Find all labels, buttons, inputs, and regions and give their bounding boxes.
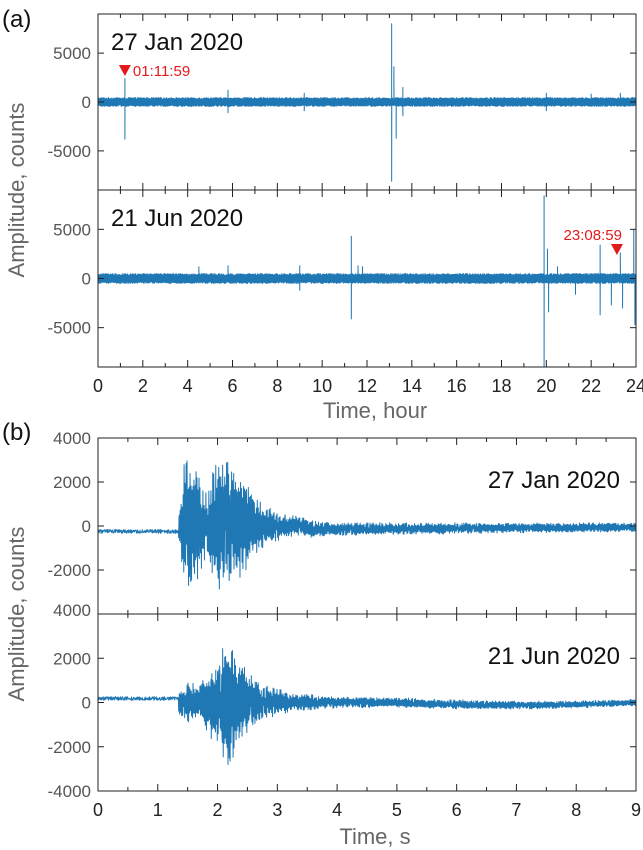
y-tick-label: 0 bbox=[82, 270, 91, 289]
y-tick-label: 0 bbox=[82, 517, 91, 536]
x-tick-label: 16 bbox=[447, 376, 467, 396]
y-tick-label: 5000 bbox=[53, 220, 91, 239]
x-tick-label: 0 bbox=[93, 376, 103, 396]
x-tick-label: 10 bbox=[312, 376, 332, 396]
x-tick-label: 7 bbox=[511, 800, 521, 820]
x-tick-label: 6 bbox=[452, 800, 462, 820]
subplot-1: 5000 0 -5000 27 Jan 2020 01:11:59 bbox=[48, 13, 637, 191]
y-tick-label: 0 bbox=[82, 93, 91, 112]
x-tick-label: 18 bbox=[491, 376, 511, 396]
panel-a: (a) 5000 0 -5000 27 Jan 2020 01:11:59 5000 0 -50… bbox=[2, 6, 643, 423]
x-tick-label: 4 bbox=[183, 376, 193, 396]
x-tick-label: 2 bbox=[138, 376, 148, 396]
x-axis-label: Time, hour bbox=[323, 398, 427, 423]
date-label: 27 Jan 2020 bbox=[111, 29, 243, 56]
panel-label: (a) bbox=[2, 6, 31, 33]
y-tick-label: 0 bbox=[82, 694, 91, 713]
x-axis-label: Time, s bbox=[339, 824, 410, 849]
x-tick-label: 6 bbox=[227, 376, 237, 396]
waveform-trace bbox=[97, 648, 637, 766]
date-label: 21 Jun 2020 bbox=[488, 643, 620, 670]
x-tick-label: 5 bbox=[392, 800, 402, 820]
waveform-trace bbox=[97, 23, 637, 182]
x-tick-label: 0 bbox=[93, 800, 103, 820]
x-tick-label: 20 bbox=[536, 376, 556, 396]
y-tick-label: 4000 bbox=[53, 429, 91, 448]
event-time-label: 23:08:59 bbox=[564, 227, 622, 244]
x-tick-label: 8 bbox=[571, 800, 581, 820]
x-tick-label: 14 bbox=[402, 376, 422, 396]
subplot-1: 4000 2000 0 -2000 4000 27 Jan 2020 bbox=[48, 429, 637, 620]
x-tick-label: 2 bbox=[213, 800, 223, 820]
y-tick-label: -5000 bbox=[48, 319, 91, 338]
y-tick-label: -2000 bbox=[48, 738, 91, 757]
x-tick-label: 1 bbox=[153, 800, 163, 820]
y-tick-label: -2000 bbox=[48, 561, 91, 580]
event-marker-triangle bbox=[118, 65, 131, 76]
y-tick-label: -5000 bbox=[48, 142, 91, 161]
y-axis-label: Amplitude, counts bbox=[4, 103, 29, 278]
event-time-label: 01:11:59 bbox=[133, 63, 190, 80]
waveform-trace bbox=[97, 195, 637, 368]
x-tick-label: 8 bbox=[272, 376, 282, 396]
y-tick-label: 2000 bbox=[53, 473, 91, 492]
y-tick-label: 4000 bbox=[53, 601, 91, 620]
subplot-2: 5000 0 -5000 21 Jun 2020 23:08:59 bbox=[48, 189, 637, 368]
x-tick-label: 12 bbox=[357, 376, 377, 396]
date-label: 27 Jan 2020 bbox=[488, 467, 620, 494]
x-tick-label: 9 bbox=[631, 800, 641, 820]
waveform-trace bbox=[97, 460, 637, 590]
y-axis-label: Amplitude, counts bbox=[4, 527, 29, 702]
x-tick-label: 22 bbox=[581, 376, 601, 396]
subplot-2: 2000 0 -2000 -4000 21 Jun 2020 bbox=[48, 613, 637, 801]
x-tick-label: 3 bbox=[272, 800, 282, 820]
x-tick-label: 4 bbox=[332, 800, 342, 820]
event-marker-triangle bbox=[610, 244, 623, 255]
date-label: 21 Jun 2020 bbox=[111, 205, 243, 232]
panel-label: (b) bbox=[2, 419, 31, 446]
y-tick-label: -4000 bbox=[48, 782, 91, 801]
y-tick-label: 2000 bbox=[53, 649, 91, 668]
y-tick-label: 5000 bbox=[53, 44, 91, 63]
panel-b: (b) 4000 2000 0 -2000 4000 27 Jan 2020 2000 0 -20… bbox=[2, 419, 641, 849]
x-tick-label: 24 bbox=[626, 376, 643, 396]
